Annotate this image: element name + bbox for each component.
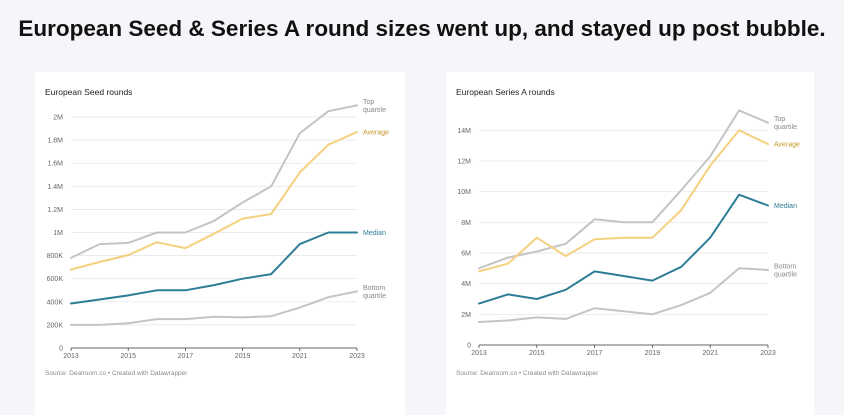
y-tick-label: 1.2M (47, 207, 63, 214)
y-tick-label: 6M (461, 251, 471, 258)
y-tick-label: 8M (461, 220, 471, 227)
y-tick-label: 10M (457, 189, 471, 196)
page-headline: European Seed & Series A round sizes wen… (18, 16, 826, 41)
seed-series-median (70, 231, 358, 305)
y-tick-label: 1.4M (47, 184, 63, 191)
x-tick-label: 2023 (760, 350, 776, 357)
series-a-series-average (478, 129, 769, 273)
y-tick-label: 14M (457, 128, 471, 135)
x-tick-label: 2017 (178, 353, 194, 360)
y-tick-label: 2M (461, 312, 471, 319)
y-tick-label: 2M (53, 115, 63, 122)
seed-rounds-chart: 0 200K 400K 600K 800K 1M 1.2M 1.4M 1.6M 1.8M 2M 201… (47, 99, 389, 360)
series-a-chart-card: European Series A rounds 0 2M 4M 6M 8M 10M 12M… (446, 72, 814, 415)
seed-chart-card: European Seed rounds 0 200K 400K 600K 800K 1M… (35, 72, 405, 415)
y-tick-label: 0 (59, 346, 63, 353)
series-a-rounds-chart: 0 2M 4M 6M 8M 10M 12M 14M 2013 2015 2017 2019 2021 20… (457, 109, 800, 357)
y-tick-label: 400K (47, 299, 64, 306)
y-tick-label: 1.8M (47, 138, 63, 145)
y-tick-label: 0 (467, 343, 471, 350)
y-tick-label: 1M (53, 230, 63, 237)
x-tick-label: 2013 (63, 353, 79, 360)
seed-series-top-quartile (70, 104, 358, 259)
x-tick-label: 2015 (120, 353, 136, 360)
seed-label-median: Median (363, 230, 386, 237)
y-tick-label: 12M (457, 159, 471, 166)
series-a-label-median: Median (774, 203, 797, 210)
series-a-label-average: Average (774, 142, 800, 149)
seed-series-bottom-quartile (70, 290, 358, 326)
seed-label-bottom-quartile: Bottom quartile (363, 285, 386, 300)
series-a-label-top-quartile: Top quartile (774, 116, 797, 131)
y-tick-label: 600K (47, 276, 64, 283)
series-a-series-top-quartile (478, 109, 769, 270)
seed-label-average: Average (363, 130, 389, 137)
x-tick-label: 2019 (645, 350, 661, 357)
seed-chart-source: Source: Dealroom.co • Created with Dataw… (45, 370, 188, 377)
y-tick-label: 200K (47, 322, 64, 329)
series-a-label-bottom-quartile: Bottom quartile (774, 263, 797, 278)
y-tick-label: 4M (461, 281, 471, 288)
y-tick-label: 800K (47, 253, 64, 260)
series-a-chart-source: Source: Dealroom.co • Created with Dataw… (456, 370, 599, 377)
x-tick-label: 2013 (471, 350, 487, 357)
seed-chart-title: European Seed rounds (45, 87, 133, 97)
y-tick-label: 1.6M (47, 161, 63, 168)
series-a-series-median (478, 193, 769, 305)
x-tick-label: 2023 (349, 353, 365, 360)
x-tick-label: 2015 (529, 350, 545, 357)
seed-label-top-quartile: Top quartile (363, 99, 386, 114)
series-a-chart-title: European Series A rounds (456, 87, 555, 97)
seed-series-average (70, 131, 358, 271)
x-tick-label: 2021 (292, 353, 308, 360)
x-tick-label: 2017 (587, 350, 603, 357)
x-tick-label: 2019 (235, 353, 251, 360)
x-tick-label: 2021 (702, 350, 718, 357)
series-a-series-bottom-quartile (478, 267, 769, 323)
